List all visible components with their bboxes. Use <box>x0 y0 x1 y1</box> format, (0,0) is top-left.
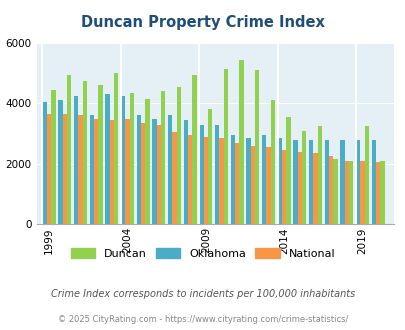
Bar <box>286 117 290 224</box>
Bar <box>308 140 313 224</box>
Bar <box>47 114 51 224</box>
Bar <box>348 161 352 224</box>
Bar <box>136 115 141 224</box>
Bar <box>301 131 306 224</box>
Bar <box>324 140 328 224</box>
Bar <box>261 135 266 224</box>
Bar <box>160 91 165 224</box>
Bar <box>219 138 223 224</box>
Text: © 2025 CityRating.com - https://www.cityrating.com/crime-statistics/: © 2025 CityRating.com - https://www.city… <box>58 315 347 324</box>
Bar <box>188 135 192 224</box>
Bar <box>203 137 207 224</box>
Bar <box>234 143 239 224</box>
Bar <box>89 115 94 224</box>
Text: Crime Index corresponds to incidents per 100,000 inhabitants: Crime Index corresponds to incidents per… <box>51 289 354 299</box>
Bar <box>167 115 172 224</box>
Bar <box>333 159 337 224</box>
Bar <box>145 99 149 224</box>
Bar <box>105 94 109 224</box>
Text: Duncan Property Crime Index: Duncan Property Crime Index <box>81 15 324 30</box>
Bar <box>51 90 55 224</box>
Bar <box>199 124 203 224</box>
Bar <box>339 140 344 224</box>
Bar <box>230 135 234 224</box>
Bar <box>270 100 274 224</box>
Bar <box>62 114 67 224</box>
Legend: Duncan, Oklahoma, National: Duncan, Oklahoma, National <box>66 244 339 263</box>
Bar <box>375 162 379 224</box>
Bar <box>214 124 219 224</box>
Bar <box>364 126 368 224</box>
Bar <box>82 81 87 224</box>
Bar <box>223 69 228 224</box>
Bar <box>371 140 375 224</box>
Bar <box>121 96 125 224</box>
Bar <box>297 152 301 224</box>
Bar <box>313 153 317 224</box>
Bar <box>379 161 384 224</box>
Bar <box>141 123 145 224</box>
Bar <box>254 70 259 224</box>
Bar <box>266 147 270 224</box>
Bar <box>355 140 359 224</box>
Bar <box>114 73 118 224</box>
Bar <box>152 118 156 224</box>
Bar <box>281 150 286 224</box>
Bar <box>183 120 188 224</box>
Bar <box>292 140 297 224</box>
Bar <box>172 132 176 224</box>
Bar <box>129 93 134 224</box>
Bar <box>109 120 114 224</box>
Bar <box>277 138 281 224</box>
Bar <box>359 161 364 224</box>
Bar <box>98 85 102 224</box>
Bar <box>344 161 348 224</box>
Bar <box>317 126 321 224</box>
Bar <box>43 102 47 224</box>
Bar <box>67 75 71 224</box>
Bar <box>250 146 254 224</box>
Bar <box>125 118 129 224</box>
Bar <box>176 87 181 224</box>
Bar <box>94 118 98 224</box>
Bar <box>245 138 250 224</box>
Bar <box>74 96 78 224</box>
Bar <box>78 115 82 224</box>
Bar <box>58 100 62 224</box>
Bar <box>156 124 160 224</box>
Bar <box>328 156 333 224</box>
Bar <box>239 59 243 224</box>
Bar <box>192 75 196 224</box>
Bar <box>207 110 212 224</box>
